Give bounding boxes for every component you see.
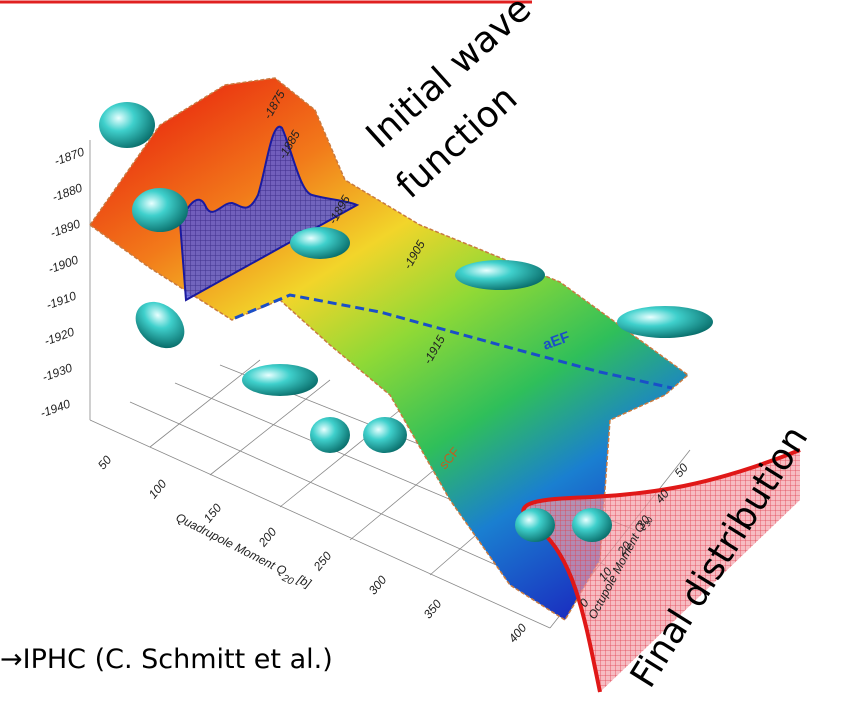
quadrupole-tick: 400 [506,621,530,646]
slide: aEF sCF Initial wave function Final dist… [0,0,861,705]
energy-tick: -1910 [44,289,78,313]
q-unit: [b] [294,572,314,591]
energy-tick: -1880 [50,181,84,205]
quadrupole-tick: 300 [366,573,390,598]
quadrupole-tick: 100 [146,477,170,502]
quadrupole-tick: 200 [255,525,279,550]
energy-tick: -1920 [42,325,76,349]
quadrupole-tick: 50 [95,453,115,472]
energy-tick: -1940 [38,397,72,421]
energy-tick: -1870 [52,145,86,169]
energy-tick: -1900 [46,253,80,277]
credit: →IPHC (C. Schmitt et al.) [0,644,333,675]
q-title: Quadrupole Moment Q [174,510,289,578]
quadrupole-tick: 350 [421,597,445,622]
energy-tick: -1890 [48,217,82,241]
quadrupole-title: Quadrupole Moment Q20[b] [171,510,313,595]
octupole-tick: 50 [672,460,692,479]
quadrupole-tick: 250 [310,549,334,574]
energy-tick: -1930 [40,361,74,385]
